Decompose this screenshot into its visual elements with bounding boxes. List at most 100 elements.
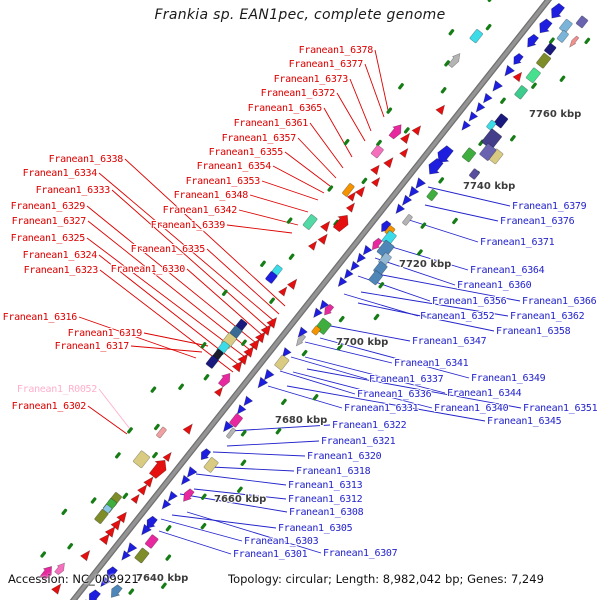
gene-arrow <box>39 566 52 581</box>
gene-block <box>144 534 159 549</box>
scale-marker: 7700 kbp <box>336 337 388 348</box>
rna-dash <box>420 222 427 229</box>
gene-block <box>342 183 355 197</box>
scale-markers-layer: 7760 kbp 7740 kbp 7720 kbp 7700 kbp 7680 kbp… <box>135 108 582 585</box>
leader-line <box>193 488 287 500</box>
gene-arrowhead <box>415 177 427 189</box>
gene-label: Franean1_6305 <box>278 523 353 534</box>
rna-dash <box>386 107 393 114</box>
gene-label: Franean1_6361 <box>234 118 309 129</box>
leader-line <box>98 388 131 430</box>
gene-arrowhead <box>213 386 224 398</box>
gene-label: Franean1_6329 <box>11 201 86 212</box>
gene-arrow <box>539 18 553 34</box>
leader-line <box>124 158 286 307</box>
gene-block <box>203 457 219 473</box>
gene-arrow <box>527 33 540 48</box>
gene-arrowhead <box>461 120 472 131</box>
gene-arrow <box>110 584 123 598</box>
gene-label: Franean1_6362 <box>510 311 585 322</box>
leader-line <box>376 273 521 302</box>
leader-line <box>160 518 243 542</box>
genome-backbone <box>69 0 553 600</box>
leader-line <box>98 172 275 322</box>
leader-lines-layer <box>78 49 522 555</box>
gene-arrow <box>54 562 65 576</box>
scale-marker: 7740 kbp <box>463 181 515 192</box>
rna-dash <box>549 37 555 44</box>
gene-arrow <box>88 589 101 600</box>
gene-arrowhead <box>182 423 193 435</box>
gene-arrow <box>148 459 167 479</box>
leader-line <box>87 405 128 435</box>
gene-label: Franean1_6341 <box>394 358 469 369</box>
leader-line <box>297 137 337 179</box>
gene-arrow <box>183 488 195 502</box>
gene-arrowhead <box>408 185 420 198</box>
gene-label: Franean1_6320 <box>307 451 382 462</box>
gene-label: Franean1_6354 <box>197 161 272 172</box>
gene-label: Franean1_6353 <box>186 176 261 187</box>
gene-arrowhead <box>167 490 178 503</box>
gene-label: Franean1_6313 <box>288 480 363 491</box>
leader-line <box>292 371 433 409</box>
rna-dash <box>241 339 247 346</box>
gene-arrowhead <box>161 498 172 510</box>
leader-line <box>357 302 495 332</box>
gene-label: Franean1_6356 <box>432 296 507 307</box>
gene-block <box>536 52 552 69</box>
gene-block <box>302 214 318 230</box>
leader-line <box>158 530 232 555</box>
gene-arrowhead <box>243 395 254 407</box>
gene-block <box>134 547 150 564</box>
rna-dash <box>343 138 350 146</box>
gene-arrowhead <box>137 484 148 496</box>
gene-arrow <box>295 334 307 347</box>
gene-label: Franean1_6303 <box>244 536 319 547</box>
gene-arrowhead <box>278 286 288 297</box>
rna-dash <box>240 430 247 437</box>
gene-arrowhead <box>222 420 234 433</box>
gene-label: Franean1_6330 <box>111 264 186 275</box>
gene-arrow <box>371 237 383 251</box>
gene-arrowhead <box>143 476 154 488</box>
leader-line <box>179 493 288 513</box>
gene-label: Franean1_6336 <box>357 389 432 400</box>
leader-line <box>206 248 280 315</box>
gene-block <box>94 509 109 524</box>
gene-arrowhead <box>307 240 318 251</box>
leader-line <box>229 424 331 432</box>
gene-arrow <box>217 372 231 388</box>
gene-block <box>426 189 438 201</box>
gene-arrowhead <box>180 474 191 486</box>
gene-arrowhead <box>297 326 308 338</box>
gene-arrowhead <box>475 101 486 113</box>
rna-dash <box>200 493 207 500</box>
gene-label: Franean1_6373 <box>274 74 349 85</box>
rna-dash <box>127 427 133 434</box>
rna-dash <box>203 374 210 381</box>
gene-arrowhead <box>370 176 381 188</box>
gene-block <box>469 29 484 44</box>
gene-block <box>368 270 383 286</box>
gene-label: Franean1_6364 <box>470 265 545 276</box>
rna-dash <box>122 492 129 500</box>
leader-line <box>195 473 287 486</box>
rna-dash <box>440 87 447 94</box>
gene-arrowhead <box>504 64 516 77</box>
gene-block <box>544 42 557 56</box>
gene-label: Franean1_6365 <box>248 103 323 114</box>
gene-label: Franean1_6347 <box>412 336 487 347</box>
gene-labels-layer: Franean1_6378 Franean1_6377 Franean1_6373 F… <box>2 44 599 561</box>
rna-dash <box>376 139 382 147</box>
rna-dash <box>40 551 47 558</box>
leader-line <box>210 466 295 472</box>
scale-marker: 7680 kbp <box>275 415 327 426</box>
rna-dash <box>281 398 287 406</box>
gene-arrowhead <box>370 164 380 176</box>
rna-dash <box>487 0 494 3</box>
rna-dash <box>240 459 247 466</box>
leader-line <box>249 194 309 213</box>
leader-line <box>290 356 368 380</box>
